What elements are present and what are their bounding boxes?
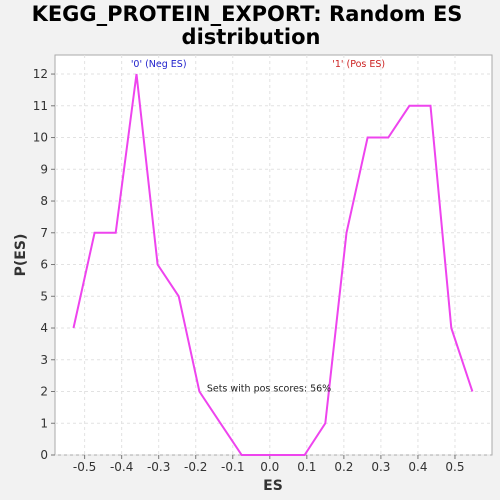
chart-title-line-1: KEGG_PROTEIN_EXPORT: Random ES — [32, 2, 463, 26]
axis-ticks: -0.5 -0.4 -0.3 -0.2 -0.1 0.0 0.1 0.2 0.3 0.4 0.5 0 1… — [33, 67, 465, 474]
y-tick-label: 10 — [33, 131, 48, 145]
y-tick-label: 0 — [40, 448, 48, 462]
y-tick-label: 12 — [33, 67, 48, 81]
x-tick-label: 0.2 — [334, 460, 353, 474]
chart-title-line-2: distribution — [182, 25, 321, 49]
plot-area — [54, 54, 493, 456]
x-tick-label: 0.0 — [260, 460, 279, 474]
y-tick-label: 9 — [40, 162, 48, 176]
y-axis-label: P(ES) — [13, 234, 29, 277]
x-tick-label: -0.2 — [184, 460, 207, 474]
y-tick-label: 4 — [40, 321, 48, 335]
neg-es-label: '0' (Neg ES) — [131, 59, 187, 70]
x-tick-label: -0.3 — [147, 460, 170, 474]
region-labels: '0' (Neg ES) '1' (Pos ES) — [131, 59, 385, 70]
series-line — [72, 73, 474, 456]
pos-es-label: '1' (Pos ES) — [332, 59, 385, 70]
y-tick-label: 5 — [40, 289, 48, 303]
x-tick-label: -0.1 — [221, 460, 244, 474]
y-tick-label: 1 — [40, 416, 48, 430]
grid-lines — [55, 55, 492, 456]
y-tick-label: 2 — [40, 385, 48, 399]
pos-scores-annotation: Sets with pos scores: 56% — [207, 384, 331, 395]
x-tick-label: 0.1 — [297, 460, 316, 474]
y-tick-label: 8 — [40, 194, 48, 208]
y-tick-label: 7 — [40, 226, 48, 240]
y-tick-label: 11 — [33, 99, 48, 113]
x-tick-label: -0.5 — [73, 460, 96, 474]
y-tick-label: 6 — [40, 258, 48, 272]
x-axis-label: ES — [263, 478, 283, 494]
x-tick-label: 0.3 — [371, 460, 390, 474]
x-tick-label: 0.5 — [445, 460, 464, 474]
y-tick-label: 3 — [40, 353, 48, 367]
x-tick-label: 0.4 — [408, 460, 427, 474]
x-tick-label: -0.4 — [110, 460, 133, 474]
